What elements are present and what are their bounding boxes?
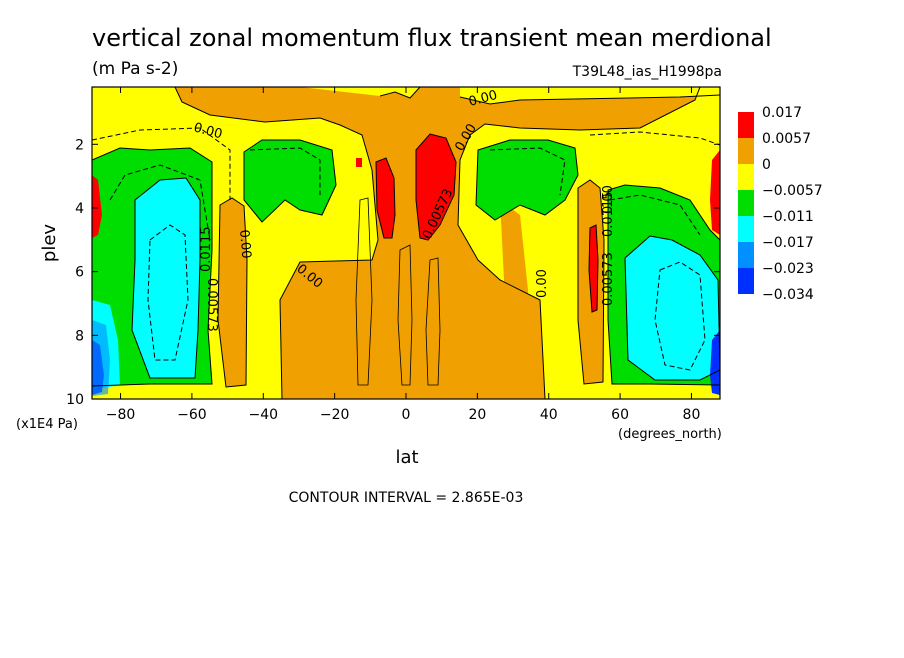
y-tick-label: 4: [75, 201, 84, 217]
fill-cyan-left: [132, 178, 200, 378]
fill-red-edge-right: [710, 150, 720, 235]
colorbar-label: −0.0057: [762, 183, 823, 199]
colorbar: 0.017 0.0057 0 −0.0057 −0.011 −0.017 −0.023 −0.…: [738, 105, 823, 303]
fill-orange-strip-mid: [500, 200, 530, 362]
x-axis-units: (degrees_north): [618, 427, 722, 442]
x-tick-label: −40: [248, 407, 278, 423]
colorbar-swatch: [738, 112, 754, 138]
chart-units: (m Pa s-2): [92, 59, 178, 79]
x-tick-label: −80: [106, 407, 136, 423]
x-tick-label: 0: [402, 407, 411, 423]
fill-red-edge: [92, 175, 102, 238]
fill-yellow-top2: [92, 87, 180, 105]
y-axis-title: plev: [39, 224, 60, 263]
fill-blue-left-ring: [92, 320, 110, 396]
contour-lines-dashed: [92, 127, 720, 371]
colorbar-swatch: [738, 216, 754, 242]
contour-label: 0.00: [236, 229, 253, 259]
fill-orange-strip-left: [218, 198, 247, 387]
colorbar-label: −0.023: [762, 261, 814, 277]
y-axis: 2 4 6 8 10: [66, 137, 720, 408]
fill-red-right: [589, 225, 598, 312]
colorbar-label: −0.034: [762, 287, 814, 303]
contour-label: 0.00: [601, 185, 616, 214]
x-axis-title: lat: [395, 447, 418, 468]
contour-label: 0.00573: [204, 278, 219, 332]
colorbar-swatch: [738, 190, 754, 216]
contour-label: 0.00: [467, 88, 499, 110]
x-tick-label: 20: [468, 407, 486, 423]
contour-label: 0.00: [192, 120, 224, 142]
colorbar-swatch: [738, 138, 754, 164]
fill-red-small: [356, 158, 362, 167]
fill-red-center: [416, 134, 456, 240]
colorbar-label: −0.017: [762, 235, 814, 251]
colorbar-label: 0.017: [762, 105, 802, 121]
colorbar-label: 0.0057: [762, 131, 811, 147]
chart-title: vertical zonal momentum flux transient m…: [92, 24, 772, 52]
colorbar-swatch: [738, 164, 754, 190]
plot-area: [92, 87, 720, 399]
y-tick-label: 10: [66, 392, 84, 408]
fill-blue-right: [710, 330, 720, 395]
colorbar-swatch: [738, 268, 754, 294]
x-tick-label: 80: [683, 407, 701, 423]
fill-green-upper-left: [244, 140, 336, 222]
colorbar-swatch: [738, 242, 754, 268]
x-tick-label: −20: [320, 407, 350, 423]
contour-interval: CONTOUR INTERVAL = 2.865E-03: [289, 490, 524, 506]
contour-lines: [92, 87, 720, 399]
colorbar-label: −0.011: [762, 209, 814, 225]
y-axis-units: (x1E4 Pa): [16, 417, 78, 432]
contour-label: 0.00: [535, 269, 550, 298]
x-axis: −80 −60 −40 −20 0 20 40 60 80: [106, 87, 701, 423]
contour-label: 0.0115: [601, 192, 616, 238]
contour-label: 0.0115: [199, 227, 214, 273]
x-tick-label: −60: [177, 407, 207, 423]
y-tick-label: 2: [75, 137, 84, 153]
contour-label: 0.00573: [601, 252, 616, 306]
colorbar-label: 0: [762, 157, 771, 173]
y-tick-label: 6: [75, 265, 84, 281]
x-tick-label: 40: [540, 407, 558, 423]
fill-green-upper-right: [476, 140, 578, 220]
y-tick-label: 8: [75, 328, 84, 344]
dataset-label: T39L48_ias_H1998pa: [572, 64, 722, 80]
fill-red-upper-left: [376, 158, 395, 238]
x-tick-label: 60: [611, 407, 629, 423]
